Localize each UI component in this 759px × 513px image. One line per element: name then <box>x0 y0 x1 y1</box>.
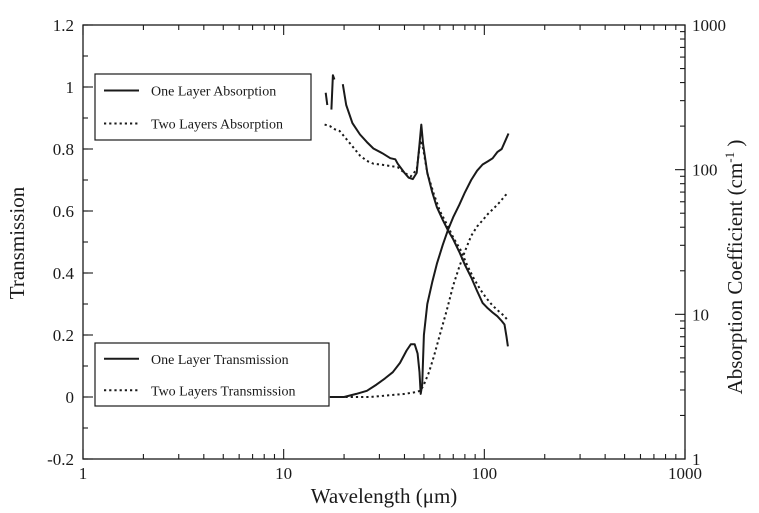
y-left-tick-label: 0.8 <box>53 140 74 159</box>
y-axis-title-left: Transmission <box>5 186 29 299</box>
series-line-one-layer-absorption <box>330 74 336 110</box>
y-right-tick-label: 100 <box>692 161 718 180</box>
series-line-one-layer-absorption <box>341 84 509 347</box>
y-right-tick-label: 1000 <box>692 16 726 35</box>
y-axis-title-right: Absorption Coefficient (cm-1 ) <box>722 140 747 395</box>
legend-box <box>94 73 312 141</box>
y-left-tick-label: 0.4 <box>53 264 75 283</box>
y-left-tick-label: 0.2 <box>53 326 74 345</box>
x-tick-label: 100 <box>472 464 498 483</box>
legends: One Layer Absorption Two Layers Absorptio… <box>94 73 330 407</box>
legend-upper-left: One Layer Absorption Two Layers Absorptio… <box>94 73 312 141</box>
legend-label: One Layer Absorption <box>151 85 276 100</box>
y-right-tick-label: 10 <box>692 305 709 324</box>
x-tick-label: 1000 <box>668 464 702 483</box>
y-left-tick-label: 1.2 <box>53 16 74 35</box>
series-layer <box>324 74 510 398</box>
y-right-tick-label: 1 <box>692 450 701 469</box>
y-left-tick-label: 0 <box>66 388 75 407</box>
series-line-two-layers-transmission <box>329 191 510 398</box>
y-axis-title-right-close: ) <box>723 140 747 152</box>
series-line-one-layer-transmission <box>329 133 510 398</box>
y-axis-title-right-main: Absorption Coefficient (cm <box>723 163 747 395</box>
ticks: 1 10 100 1000 -0.2 0 0.2 0.4 0.6 0.8 1 1.2 1 10 100 100… <box>47 16 726 483</box>
y-left-tick-label: -0.2 <box>47 450 74 469</box>
y-left-tick-label: 0.6 <box>53 202 74 221</box>
y-left-tick-label: 1 <box>66 78 75 97</box>
series-line-one-layer-absorption <box>324 92 329 106</box>
legend-label: Two Layers Absorption <box>151 118 283 133</box>
y-axis-title-right-sup: -1 <box>722 152 737 163</box>
legend-label: One Layer Transmission <box>151 353 289 368</box>
legend-label: Two Layers Transmission <box>151 384 295 399</box>
x-axis-title: Wavelength (μm) <box>311 484 458 508</box>
x-tick-label: 10 <box>275 464 292 483</box>
legend-lower-left: One Layer Transmission Two Layers Transmi… <box>94 342 330 407</box>
legend-box <box>94 342 330 407</box>
x-tick-label: 1 <box>79 464 88 483</box>
